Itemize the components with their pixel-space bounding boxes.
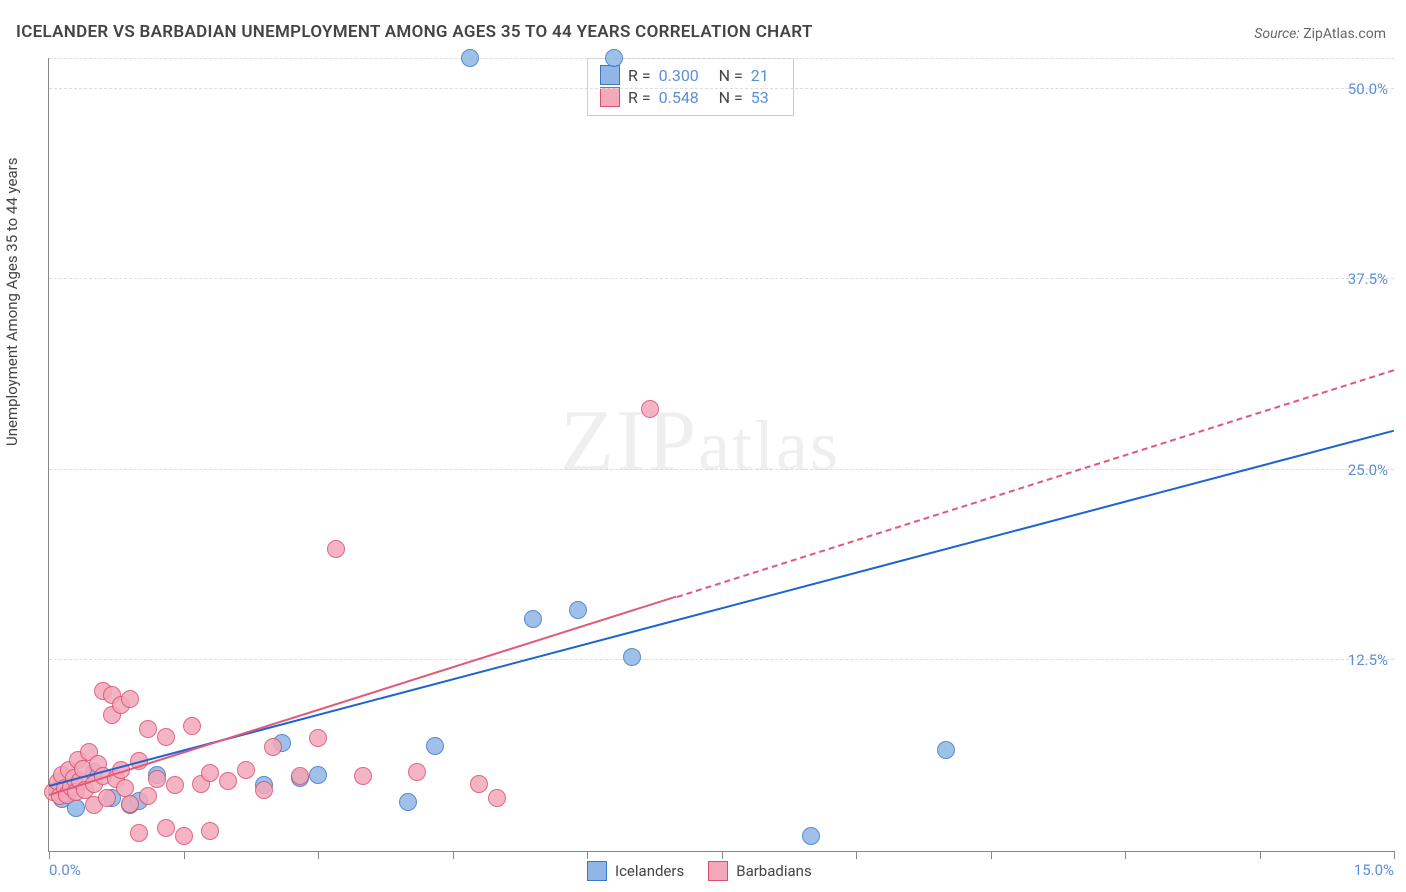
y-tick-label: 25.0% [1348, 461, 1388, 479]
gridline-h [49, 659, 1394, 660]
legend-swatch [587, 861, 607, 881]
stat-r-label: R = [628, 66, 651, 85]
data-point [121, 690, 139, 708]
legend-swatch [600, 65, 620, 85]
stat-n-label: N = [719, 66, 743, 85]
data-point [470, 775, 488, 793]
data-point [426, 737, 444, 755]
data-point [524, 610, 542, 628]
gridline-h [49, 278, 1394, 279]
legend-label: Barbadians [736, 862, 811, 880]
y-tick-label: 37.5% [1348, 270, 1388, 288]
data-point [354, 767, 372, 785]
data-point [183, 717, 201, 735]
stats-row: R = 0.548 N = 53 [600, 87, 781, 107]
legend-item: Barbadians [708, 861, 811, 881]
x-tick [856, 851, 857, 859]
x-tick-label: 0.0% [49, 861, 81, 879]
y-axis-label: Unemployment Among Ages 35 to 44 years [3, 158, 21, 446]
data-point [327, 540, 345, 558]
x-tick [1125, 851, 1126, 859]
data-point [139, 787, 157, 805]
data-point [264, 738, 282, 756]
data-point [399, 793, 417, 811]
gridline-h [49, 88, 1394, 89]
data-point [201, 764, 219, 782]
data-point [408, 763, 426, 781]
plot-area: ZIPatlas R =0.300N =21R =0.548N =53 Icel… [48, 58, 1394, 852]
data-point [461, 49, 479, 67]
source-attribution: Source: ZipAtlas.com [1254, 26, 1386, 42]
x-tick [453, 851, 454, 859]
stat-n-value: 53 [751, 88, 781, 107]
watermark-text-a: ZIP [560, 393, 698, 490]
gridline-h [49, 469, 1394, 470]
data-point [157, 728, 175, 746]
x-tick [318, 851, 319, 859]
data-point [623, 648, 641, 666]
data-point [166, 776, 184, 794]
trend-line [49, 596, 677, 796]
data-point [569, 601, 587, 619]
watermark: ZIPatlas [560, 391, 840, 492]
source-label: Source: [1254, 26, 1299, 42]
legend-swatch [600, 87, 620, 107]
data-point [148, 770, 166, 788]
stats-row: R = 0.300 N = 21 [600, 65, 781, 85]
legend-item: Icelanders [587, 861, 684, 881]
y-tick-label: 12.5% [1348, 651, 1388, 669]
data-point [309, 729, 327, 747]
data-point [157, 819, 175, 837]
stat-n-label: N = [719, 88, 743, 107]
legend-swatch [708, 861, 728, 881]
stat-n-value: 21 [751, 66, 781, 85]
data-point [237, 761, 255, 779]
x-tick [722, 851, 723, 859]
data-point [139, 720, 157, 738]
data-point [130, 824, 148, 842]
x-tick-label: 15.0% [1354, 861, 1394, 879]
x-tick [991, 851, 992, 859]
x-tick [1394, 851, 1395, 859]
data-point [802, 827, 820, 845]
x-tick [1260, 851, 1261, 859]
data-point [309, 766, 327, 784]
stat-r-value: 0.300 [659, 66, 711, 85]
data-point [175, 827, 193, 845]
x-tick [184, 851, 185, 859]
data-point [488, 789, 506, 807]
watermark-text-b: atlas [698, 406, 840, 486]
data-point [641, 400, 659, 418]
y-tick-label: 50.0% [1348, 80, 1388, 98]
source-value: ZipAtlas.com [1303, 26, 1386, 42]
chart-title: ICELANDER VS BARBADIAN UNEMPLOYMENT AMON… [16, 22, 813, 42]
data-point [255, 781, 273, 799]
series-legend: Icelanders Barbadians [587, 861, 812, 881]
stat-r-label: R = [628, 88, 651, 107]
trend-line [676, 369, 1394, 598]
data-point [121, 795, 139, 813]
legend-label: Icelanders [615, 862, 684, 880]
data-point [98, 789, 116, 807]
data-point [605, 49, 623, 67]
gridline-h [49, 58, 1394, 59]
x-tick [49, 851, 50, 859]
data-point [219, 772, 237, 790]
stat-r-value: 0.548 [659, 88, 711, 107]
trend-line [49, 430, 1395, 787]
x-tick [587, 851, 588, 859]
data-point [291, 767, 309, 785]
data-point [937, 741, 955, 759]
data-point [201, 822, 219, 840]
